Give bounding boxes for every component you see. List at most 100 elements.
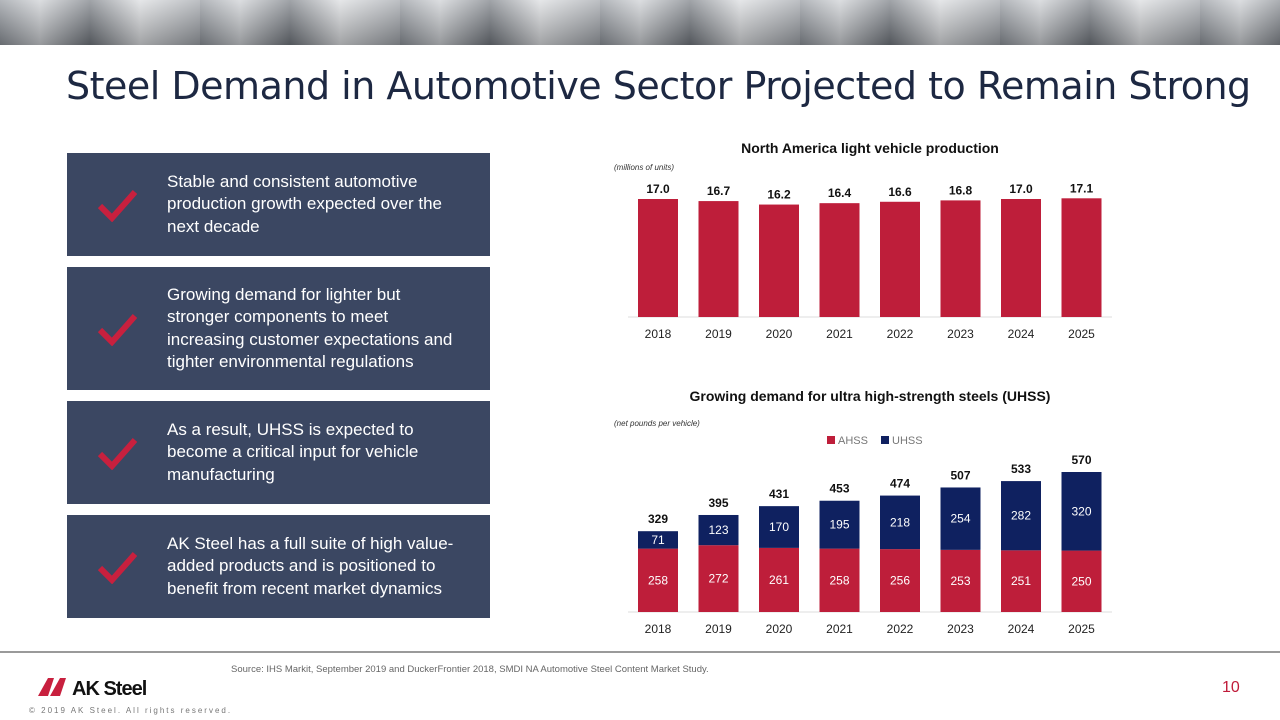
segment-label: 250	[1071, 574, 1091, 588]
x-tick-label: 2019	[705, 622, 732, 636]
bar-uhss-2024	[1001, 481, 1041, 551]
bar-uhss-2018	[638, 531, 678, 549]
bar-2023	[940, 200, 981, 317]
bullet-box-4: AK Steel has a full suite of high value-…	[67, 515, 490, 618]
copyright: © 2019 AK Steel. All rights reserved.	[29, 706, 233, 715]
bullet-box-3: As a result, UHSS is expected to become …	[67, 401, 490, 504]
segment-label: 170	[769, 520, 789, 534]
bullet-text: Stable and consistent automotive product…	[167, 171, 443, 236]
total-label: 474	[890, 477, 910, 491]
data-label: 17.1	[1070, 181, 1094, 195]
x-tick-label: 2021	[826, 327, 853, 341]
segment-label: 123	[708, 523, 728, 537]
segment-label: 272	[708, 572, 728, 586]
bullet-box-2: Growing demand for lighter but stronger …	[67, 267, 490, 390]
total-label: 570	[1071, 453, 1091, 467]
x-tick-label: 2025	[1068, 622, 1095, 636]
x-tick-label: 2024	[1008, 327, 1035, 341]
x-tick-label: 2019	[705, 327, 732, 341]
bar-ahss-2023	[940, 549, 981, 612]
total-label: 431	[769, 487, 789, 501]
legend-label-ahss: AHSS	[838, 435, 868, 447]
segment-label: 256	[890, 574, 910, 588]
bar-ahss-2020	[759, 547, 799, 612]
x-tick-label: 2023	[947, 327, 974, 341]
x-tick-label: 2021	[826, 622, 853, 636]
total-label: 395	[708, 496, 728, 510]
segment-label: 251	[1011, 574, 1031, 588]
bar-2019	[698, 201, 739, 317]
total-label: 533	[1011, 462, 1031, 476]
bar-2022	[880, 201, 920, 317]
x-tick-label: 2023	[947, 622, 974, 636]
segment-label: 258	[648, 573, 668, 587]
x-tick-label: 2018	[645, 622, 672, 636]
data-label: 16.2	[767, 188, 791, 202]
chart-subtitle: (net pounds per vehicle)	[614, 419, 700, 428]
bar-2020	[759, 204, 799, 317]
footer-divider	[0, 651, 1280, 653]
bar-2021	[819, 203, 860, 317]
total-label: 453	[829, 482, 849, 496]
legend-swatch-ahss	[827, 436, 835, 444]
segment-label: 71	[651, 533, 665, 547]
legend-swatch-uhss	[881, 436, 889, 444]
segment-label: 218	[890, 515, 910, 529]
chart-title: North America light vehicle production	[741, 140, 999, 156]
bar-uhss-2020	[759, 506, 799, 548]
bar-uhss-2022	[880, 495, 920, 550]
bar-uhss-2023	[940, 487, 981, 550]
data-label: 16.6	[888, 185, 912, 199]
segment-label: 320	[1071, 504, 1091, 518]
x-tick-label: 2022	[887, 327, 914, 341]
bar-ahss-2024	[1001, 550, 1041, 612]
bar-uhss-2025	[1061, 472, 1102, 551]
segment-label: 282	[1011, 509, 1031, 523]
x-tick-label: 2024	[1008, 622, 1035, 636]
segment-label: 195	[829, 518, 849, 532]
segment-label: 254	[950, 512, 970, 526]
checkmark-icon	[97, 437, 137, 470]
bar-2025	[1061, 198, 1102, 317]
x-tick-label: 2018	[645, 327, 672, 341]
page-title: Steel Demand in Automotive Sector Projec…	[66, 64, 1251, 108]
chart-title: Growing demand for ultra high-strength s…	[690, 388, 1051, 404]
legend-label-uhss: UHSS	[892, 435, 923, 447]
checkmark-icon	[97, 313, 137, 346]
ak-steel-logo: AK Steel	[38, 678, 148, 698]
x-tick-label: 2025	[1068, 327, 1095, 341]
bar-ahss-2018	[638, 548, 678, 612]
segment-label: 253	[950, 574, 970, 588]
x-tick-label: 2020	[766, 327, 793, 341]
data-label: 16.8	[949, 183, 973, 197]
total-label: 507	[950, 468, 970, 482]
bullet-text: As a result, UHSS is expected to become …	[167, 419, 419, 484]
checkmark-icon	[97, 551, 137, 584]
bullet-text: AK Steel has a full suite of high value-…	[167, 533, 454, 598]
x-tick-label: 2022	[887, 622, 914, 636]
svg-text:AK Steel: AK Steel	[72, 678, 147, 698]
segment-label: 261	[769, 573, 789, 587]
data-label: 16.7	[707, 184, 731, 198]
bar-uhss-2021	[819, 500, 860, 549]
bullet-text: Growing demand for lighter but stronger …	[167, 284, 453, 372]
data-label: 17.0	[1009, 182, 1033, 196]
bar-ahss-2021	[819, 548, 860, 612]
bar-ahss-2025	[1061, 550, 1102, 612]
chart-subtitle: (millions of units)	[614, 163, 674, 172]
header-banner	[0, 0, 1280, 45]
checkmark-icon	[97, 189, 137, 222]
bar-2024	[1001, 199, 1041, 317]
x-tick-label: 2020	[766, 622, 793, 636]
source-note: Source: IHS Markit, September 2019 and D…	[231, 664, 709, 675]
total-label: 329	[648, 512, 668, 526]
data-label: 16.4	[828, 186, 852, 200]
bar-uhss-2019	[698, 514, 739, 546]
page-number: 10	[1222, 679, 1240, 696]
bar-ahss-2019	[698, 545, 739, 612]
bar-ahss-2022	[880, 549, 920, 612]
bullet-box-1: Stable and consistent automotive product…	[67, 153, 490, 256]
bar-2018	[638, 199, 678, 317]
segment-label: 258	[829, 573, 849, 587]
